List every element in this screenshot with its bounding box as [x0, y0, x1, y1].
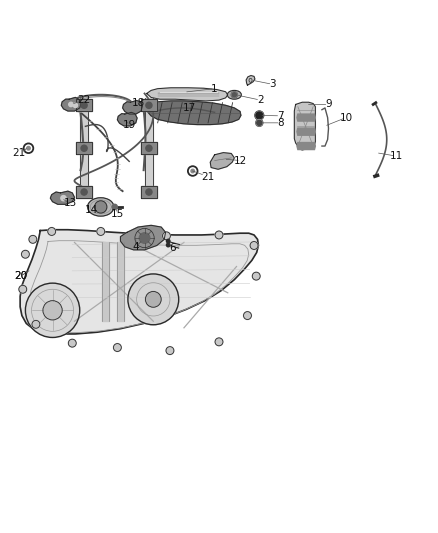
Text: 21: 21	[12, 149, 25, 158]
Circle shape	[81, 102, 87, 108]
Text: 13: 13	[64, 198, 77, 208]
Circle shape	[69, 102, 73, 107]
Circle shape	[112, 204, 117, 209]
Circle shape	[145, 292, 161, 307]
Circle shape	[166, 239, 170, 243]
Polygon shape	[210, 152, 234, 169]
Text: 7: 7	[277, 111, 284, 121]
Polygon shape	[297, 128, 315, 135]
Circle shape	[95, 201, 107, 213]
Circle shape	[255, 111, 264, 120]
Polygon shape	[246, 76, 255, 85]
Circle shape	[128, 274, 179, 325]
Text: 19: 19	[123, 120, 136, 131]
Circle shape	[73, 103, 78, 108]
Circle shape	[162, 232, 170, 240]
Circle shape	[146, 189, 152, 195]
Polygon shape	[61, 98, 81, 111]
Text: 22: 22	[78, 95, 91, 105]
Circle shape	[32, 320, 40, 328]
Circle shape	[252, 272, 260, 280]
Circle shape	[43, 301, 62, 320]
Text: 8: 8	[277, 118, 284, 128]
Polygon shape	[76, 186, 92, 198]
Polygon shape	[123, 101, 142, 114]
Text: 1: 1	[211, 84, 218, 94]
Circle shape	[146, 145, 152, 151]
Polygon shape	[120, 225, 166, 250]
Circle shape	[244, 312, 251, 319]
Circle shape	[166, 346, 174, 354]
Text: 18: 18	[132, 98, 145, 108]
Text: 3: 3	[269, 79, 276, 90]
Polygon shape	[141, 99, 157, 111]
Polygon shape	[117, 112, 137, 126]
Text: 2: 2	[257, 95, 264, 105]
Text: 9: 9	[325, 100, 332, 109]
Polygon shape	[147, 88, 228, 101]
Polygon shape	[102, 243, 109, 321]
Polygon shape	[20, 230, 258, 334]
Circle shape	[215, 338, 223, 346]
Circle shape	[48, 228, 56, 236]
Circle shape	[215, 231, 223, 239]
Ellipse shape	[227, 91, 241, 99]
Text: 21: 21	[201, 172, 214, 182]
Circle shape	[191, 169, 194, 173]
Polygon shape	[148, 101, 241, 125]
Circle shape	[256, 119, 263, 126]
Polygon shape	[141, 186, 157, 198]
Text: 14: 14	[85, 205, 98, 215]
Text: 10: 10	[339, 112, 353, 123]
Polygon shape	[294, 102, 315, 150]
Text: 11: 11	[390, 151, 403, 161]
Text: 15: 15	[111, 209, 124, 219]
Circle shape	[231, 92, 237, 98]
Polygon shape	[50, 191, 74, 204]
Circle shape	[113, 344, 121, 351]
Circle shape	[68, 339, 76, 347]
Text: 20: 20	[14, 271, 28, 281]
Polygon shape	[117, 243, 124, 321]
Circle shape	[166, 243, 170, 247]
Circle shape	[81, 189, 87, 195]
Text: 12: 12	[234, 156, 247, 166]
Polygon shape	[76, 99, 92, 111]
Circle shape	[97, 228, 105, 236]
Polygon shape	[141, 142, 157, 155]
Circle shape	[139, 233, 150, 243]
Circle shape	[19, 285, 27, 293]
Polygon shape	[297, 114, 315, 121]
Polygon shape	[297, 142, 315, 150]
Text: 6: 6	[170, 243, 177, 253]
Ellipse shape	[88, 198, 114, 216]
Circle shape	[250, 241, 258, 249]
Circle shape	[81, 145, 87, 151]
Circle shape	[29, 236, 37, 243]
Polygon shape	[145, 98, 153, 197]
Circle shape	[27, 147, 30, 150]
Circle shape	[25, 283, 80, 337]
Polygon shape	[80, 98, 88, 197]
Polygon shape	[76, 142, 92, 155]
Text: 17: 17	[183, 102, 196, 112]
Circle shape	[21, 251, 29, 258]
Text: 20: 20	[14, 271, 28, 281]
Text: 4: 4	[132, 242, 139, 252]
Circle shape	[61, 196, 66, 201]
Circle shape	[146, 102, 152, 108]
